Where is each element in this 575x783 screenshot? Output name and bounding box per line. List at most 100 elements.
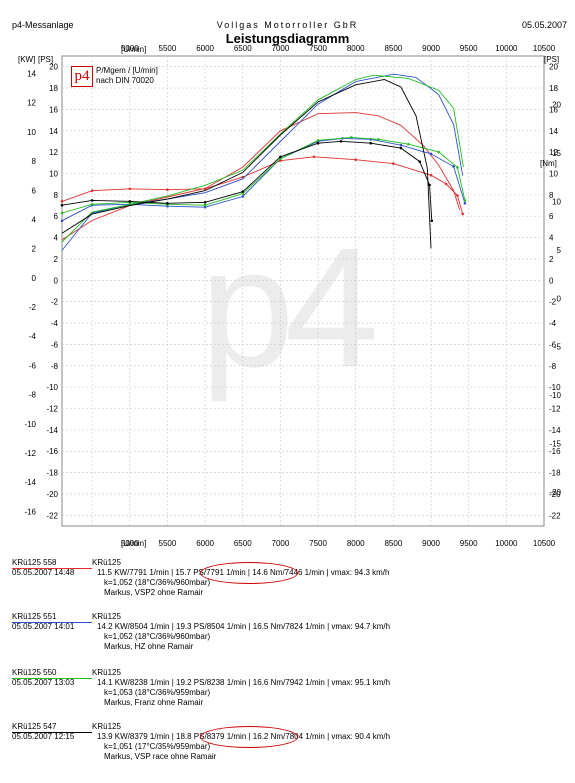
series-point bbox=[203, 201, 207, 204]
ps-tick-right: 2 bbox=[549, 255, 554, 264]
legend-color-line bbox=[12, 622, 92, 623]
kw-tick: -6 bbox=[29, 361, 37, 370]
ps-tick-left: 10 bbox=[49, 170, 58, 179]
plot-frame bbox=[61, 55, 545, 527]
ps-tick-left: 18 bbox=[49, 84, 58, 93]
ps-tick-right: -20 bbox=[549, 490, 561, 499]
ps-tick-left: -4 bbox=[51, 319, 59, 328]
ps-tick-right: -4 bbox=[549, 319, 557, 328]
kw-tick: -12 bbox=[24, 449, 36, 458]
ps-tick-left: -6 bbox=[51, 340, 59, 349]
legend-date: 05.05.2007 14:48 bbox=[12, 568, 75, 577]
series-point bbox=[279, 155, 282, 159]
series-line-2 bbox=[61, 156, 464, 215]
kw-tick: -8 bbox=[29, 391, 37, 400]
kw-tick: -10 bbox=[24, 420, 36, 429]
series-point bbox=[316, 141, 320, 145]
ps-unit-label-right: [PS] bbox=[544, 55, 559, 64]
ps-tick-right: 10 bbox=[549, 170, 558, 179]
series-point bbox=[429, 173, 433, 177]
ps-tick-right: 4 bbox=[549, 234, 554, 243]
legend-correction: k=1,052 (18°C/36%/960mbar) bbox=[104, 632, 211, 641]
series-point bbox=[377, 138, 380, 141]
ps-tick-right: 8 bbox=[549, 191, 554, 200]
legend-entry: KRü125 558 KRü125 05.05.2007 14:48 11.5 KW/… bbox=[12, 558, 567, 608]
rpm-tick-bottom: 6500 bbox=[234, 539, 252, 548]
ps-tick-right: 18 bbox=[549, 84, 558, 93]
series-point bbox=[128, 187, 132, 191]
rpm-tick-bottom: 8500 bbox=[384, 539, 402, 548]
highlight-ellipse bbox=[200, 562, 298, 584]
series-line-1 bbox=[61, 112, 461, 241]
rpm-tick-bottom: 6000 bbox=[196, 539, 214, 548]
legend-run-name: KRü125 551 bbox=[12, 612, 57, 621]
rpm-tick-top: 8500 bbox=[384, 44, 402, 53]
kw-tick: 0 bbox=[32, 274, 37, 283]
kw-tick: 2 bbox=[32, 245, 37, 254]
ps-tick-left: 14 bbox=[49, 127, 58, 136]
nm-tick: 20 bbox=[552, 100, 561, 109]
ps-tick-right: 6 bbox=[549, 212, 554, 221]
ps-tick-right: -14 bbox=[549, 426, 561, 435]
p4-watermark: p4 bbox=[200, 213, 379, 403]
rpm-unit-label-bottom: [U/min] bbox=[121, 539, 146, 548]
legend-values: 14.1 KW/8238 1/min | 19.2 PS/8238 1/min … bbox=[97, 678, 391, 687]
series-point bbox=[128, 200, 132, 203]
series-point bbox=[456, 166, 459, 169]
rpm-tick-bottom: 7500 bbox=[309, 539, 327, 548]
series-point bbox=[350, 136, 353, 139]
series-point bbox=[166, 188, 169, 192]
legend-run-name: KRü125 558 bbox=[12, 558, 57, 567]
rpm-tick-bottom: 9000 bbox=[422, 539, 440, 548]
kw-tick: -16 bbox=[24, 507, 36, 516]
ps-unit-label: [PS] bbox=[38, 55, 53, 64]
ps-tick-right: -6 bbox=[549, 340, 557, 349]
ps-tick-left: -12 bbox=[46, 405, 58, 414]
legend-run-name: KRü125 550 bbox=[12, 668, 57, 677]
rpm-tick-top: 6500 bbox=[234, 44, 252, 53]
p4-logo: p4 bbox=[71, 66, 93, 87]
series-point bbox=[60, 219, 64, 223]
legend-correction: k=1,052 (18°C/36%/960mbar) bbox=[104, 578, 211, 587]
nm-tick: 5 bbox=[557, 246, 562, 255]
rpm-tick-bottom: 7000 bbox=[272, 539, 290, 548]
ps-tick-left: 4 bbox=[54, 234, 59, 243]
grid bbox=[62, 56, 544, 526]
rpm-tick-bottom: 10000 bbox=[495, 539, 518, 548]
series-point bbox=[428, 183, 431, 187]
rpm-tick-top: 8000 bbox=[347, 44, 365, 53]
ps-tick-left: -16 bbox=[46, 447, 58, 456]
ps-tick-left: 2 bbox=[54, 255, 59, 264]
legend-color-line bbox=[12, 732, 92, 733]
legend-entry: KRü125 551 KRü125 05.05.2007 14:01 14.2 KW/… bbox=[12, 612, 567, 662]
rpm-tick-bottom: 5000 bbox=[121, 539, 139, 548]
rpm-tick-top: 5000 bbox=[121, 44, 139, 53]
ps-tick-right: 12 bbox=[549, 148, 558, 157]
legend-model: KRü125 bbox=[92, 558, 121, 567]
legend-owner: Markus, Franz ohne Ramair bbox=[104, 698, 204, 707]
ps-tick-left: -20 bbox=[46, 490, 58, 499]
chart-title: Leistungsdiagramm bbox=[225, 31, 350, 46]
series-line-7 bbox=[61, 79, 432, 249]
rpm-tick-bottom: 10500 bbox=[533, 539, 556, 548]
ps-tick-left: 6 bbox=[54, 212, 59, 221]
series-point bbox=[241, 192, 245, 195]
ps-tick-left: -22 bbox=[46, 511, 58, 520]
legend-date: 05.05.2007 14:01 bbox=[12, 622, 75, 631]
ps-tick-right: -22 bbox=[549, 511, 561, 520]
rpm-tick-bottom: 9500 bbox=[460, 539, 478, 548]
ps-tick-right: 0 bbox=[549, 276, 554, 285]
series-point bbox=[463, 201, 467, 205]
kw-tick: 6 bbox=[32, 186, 37, 195]
series-point bbox=[452, 165, 455, 168]
axis-ticks: 5000500055005500600060006500650070007000… bbox=[24, 44, 561, 548]
ps-tick-left: 16 bbox=[49, 105, 58, 114]
series-point bbox=[60, 200, 64, 203]
series-point bbox=[166, 201, 169, 205]
nm-tick: 10 bbox=[552, 197, 561, 206]
rpm-tick-top: 10500 bbox=[533, 44, 556, 53]
rpm-tick-bottom: 8000 bbox=[347, 539, 365, 548]
kw-tick: 10 bbox=[27, 128, 36, 137]
series-point bbox=[316, 139, 320, 142]
series-line-8 bbox=[61, 140, 433, 221]
